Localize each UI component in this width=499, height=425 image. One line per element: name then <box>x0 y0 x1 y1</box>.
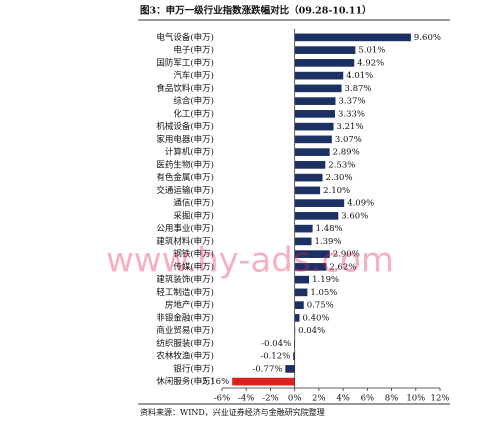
chart-title: 图3：申万一级行业指数涨跌幅对比（09.28-10.11） <box>140 5 372 17</box>
value-label: 2.90% <box>333 250 360 260</box>
bar <box>294 199 345 207</box>
category-label: 轻工制造(申万) <box>156 287 214 298</box>
category-label: 农林牧渔(申万) <box>156 351 214 362</box>
category-label: 建筑装饰(申万) <box>156 274 214 285</box>
bar <box>294 212 339 220</box>
category-label: 公用事业(申万) <box>156 223 214 234</box>
category-label: 房地产(申万) <box>165 300 214 311</box>
bar <box>294 301 304 309</box>
value-label: 4.92% <box>357 58 384 68</box>
value-label: -0.04% <box>261 339 291 349</box>
value-label: 0.04% <box>298 326 325 336</box>
value-label: 2.53% <box>328 160 355 170</box>
category-label: 电气设备(申万) <box>156 32 214 43</box>
bar <box>294 288 308 297</box>
value-label: -5.16% <box>199 377 229 387</box>
bar <box>294 148 330 156</box>
x-tick-label: 10% <box>406 394 425 404</box>
value-label: 3.87% <box>345 84 372 94</box>
bar <box>285 365 295 373</box>
x-tick-label: -6% <box>214 394 230 404</box>
x-tick-label: 0% <box>288 394 302 404</box>
value-label: 4.01% <box>346 71 373 81</box>
value-label: 3.33% <box>338 109 365 119</box>
bar <box>294 314 300 322</box>
watermark: www.hy-ads.com <box>106 241 394 281</box>
bar <box>294 250 330 258</box>
category-label: 非银金融(申万) <box>156 312 214 323</box>
category-label: 通信(申万) <box>173 198 214 209</box>
value-label: -0.77% <box>252 364 282 374</box>
value-label: 2.10% <box>323 186 350 196</box>
value-label: 0.40% <box>303 313 330 323</box>
bar <box>293 352 295 360</box>
value-label: 1.05% <box>310 288 337 298</box>
bar <box>232 377 295 386</box>
value-label: 3.60% <box>341 211 368 221</box>
x-tick-label: -2% <box>262 394 278 404</box>
value-label: 1.39% <box>315 237 342 247</box>
value-label: -0.12% <box>260 352 290 362</box>
category-label: 采掘(申万) <box>173 210 214 221</box>
bar <box>294 110 335 118</box>
value-label: 9.60% <box>414 33 441 43</box>
bar <box>294 275 310 284</box>
category-label: 银行(申万) <box>173 363 214 374</box>
x-tick-label: 8% <box>385 394 399 404</box>
value-label: 2.89% <box>333 148 360 158</box>
x-tick-label: 6% <box>361 394 375 404</box>
x-tick-label: 4% <box>336 394 350 404</box>
bar <box>294 59 355 67</box>
bar <box>294 122 334 131</box>
value-label: 0.75% <box>307 301 334 311</box>
bar <box>294 46 356 54</box>
value-label: 3.21% <box>337 122 364 132</box>
value-label: 1.19% <box>312 275 339 285</box>
category-label: 商业贸易(申万) <box>156 325 214 336</box>
x-tick-label: 2% <box>312 394 326 404</box>
category-label: 休闲服务(申万) <box>156 376 214 387</box>
bar <box>294 224 313 233</box>
category-label: 有色金属(申万) <box>156 172 214 183</box>
category-label: 汽车(申万) <box>173 70 214 81</box>
category-label: 化工(申万) <box>173 108 214 119</box>
bar <box>294 173 323 182</box>
category-label: 建筑材料(申万) <box>156 236 214 247</box>
value-label: 3.37% <box>338 97 365 107</box>
x-tick-label: 12% <box>431 394 450 404</box>
category-label: 钢铁(申万) <box>173 249 214 260</box>
category-label: 机械设备(申万) <box>156 121 214 132</box>
bar <box>294 263 327 271</box>
category-label: 纺织服装(申万) <box>156 338 214 349</box>
bar <box>294 186 321 195</box>
value-label: 2.30% <box>326 173 353 183</box>
bar <box>294 161 326 169</box>
value-label: 1.48% <box>316 224 343 234</box>
bar <box>294 135 332 144</box>
bar <box>294 237 312 246</box>
category-label: 电子(申万) <box>173 45 214 56</box>
category-label: 计算机(申万) <box>165 147 214 158</box>
category-label: 交通运输(申万) <box>156 185 214 196</box>
bar <box>294 84 342 93</box>
bar <box>294 71 344 80</box>
category-label: 综合(申万) <box>173 96 214 107</box>
value-label: 2.62% <box>329 262 356 272</box>
category-label: 医药生物(申万) <box>156 159 214 170</box>
source-note: 资料来源：WIND，兴业证券经济与金融研究院整理 <box>140 407 325 417</box>
x-tick-label: -4% <box>238 394 254 404</box>
bar <box>294 33 411 42</box>
value-label: 5.01% <box>358 46 385 56</box>
category-label: 食品饮料(申万) <box>156 83 214 94</box>
category-label: 国防军工(申万) <box>156 57 214 68</box>
category-label: 传媒(申万) <box>173 261 214 272</box>
category-label: 家用电器(申万) <box>156 134 214 145</box>
value-label: 4.09% <box>347 199 374 209</box>
bar <box>294 97 336 105</box>
value-label: 3.07% <box>335 135 362 145</box>
